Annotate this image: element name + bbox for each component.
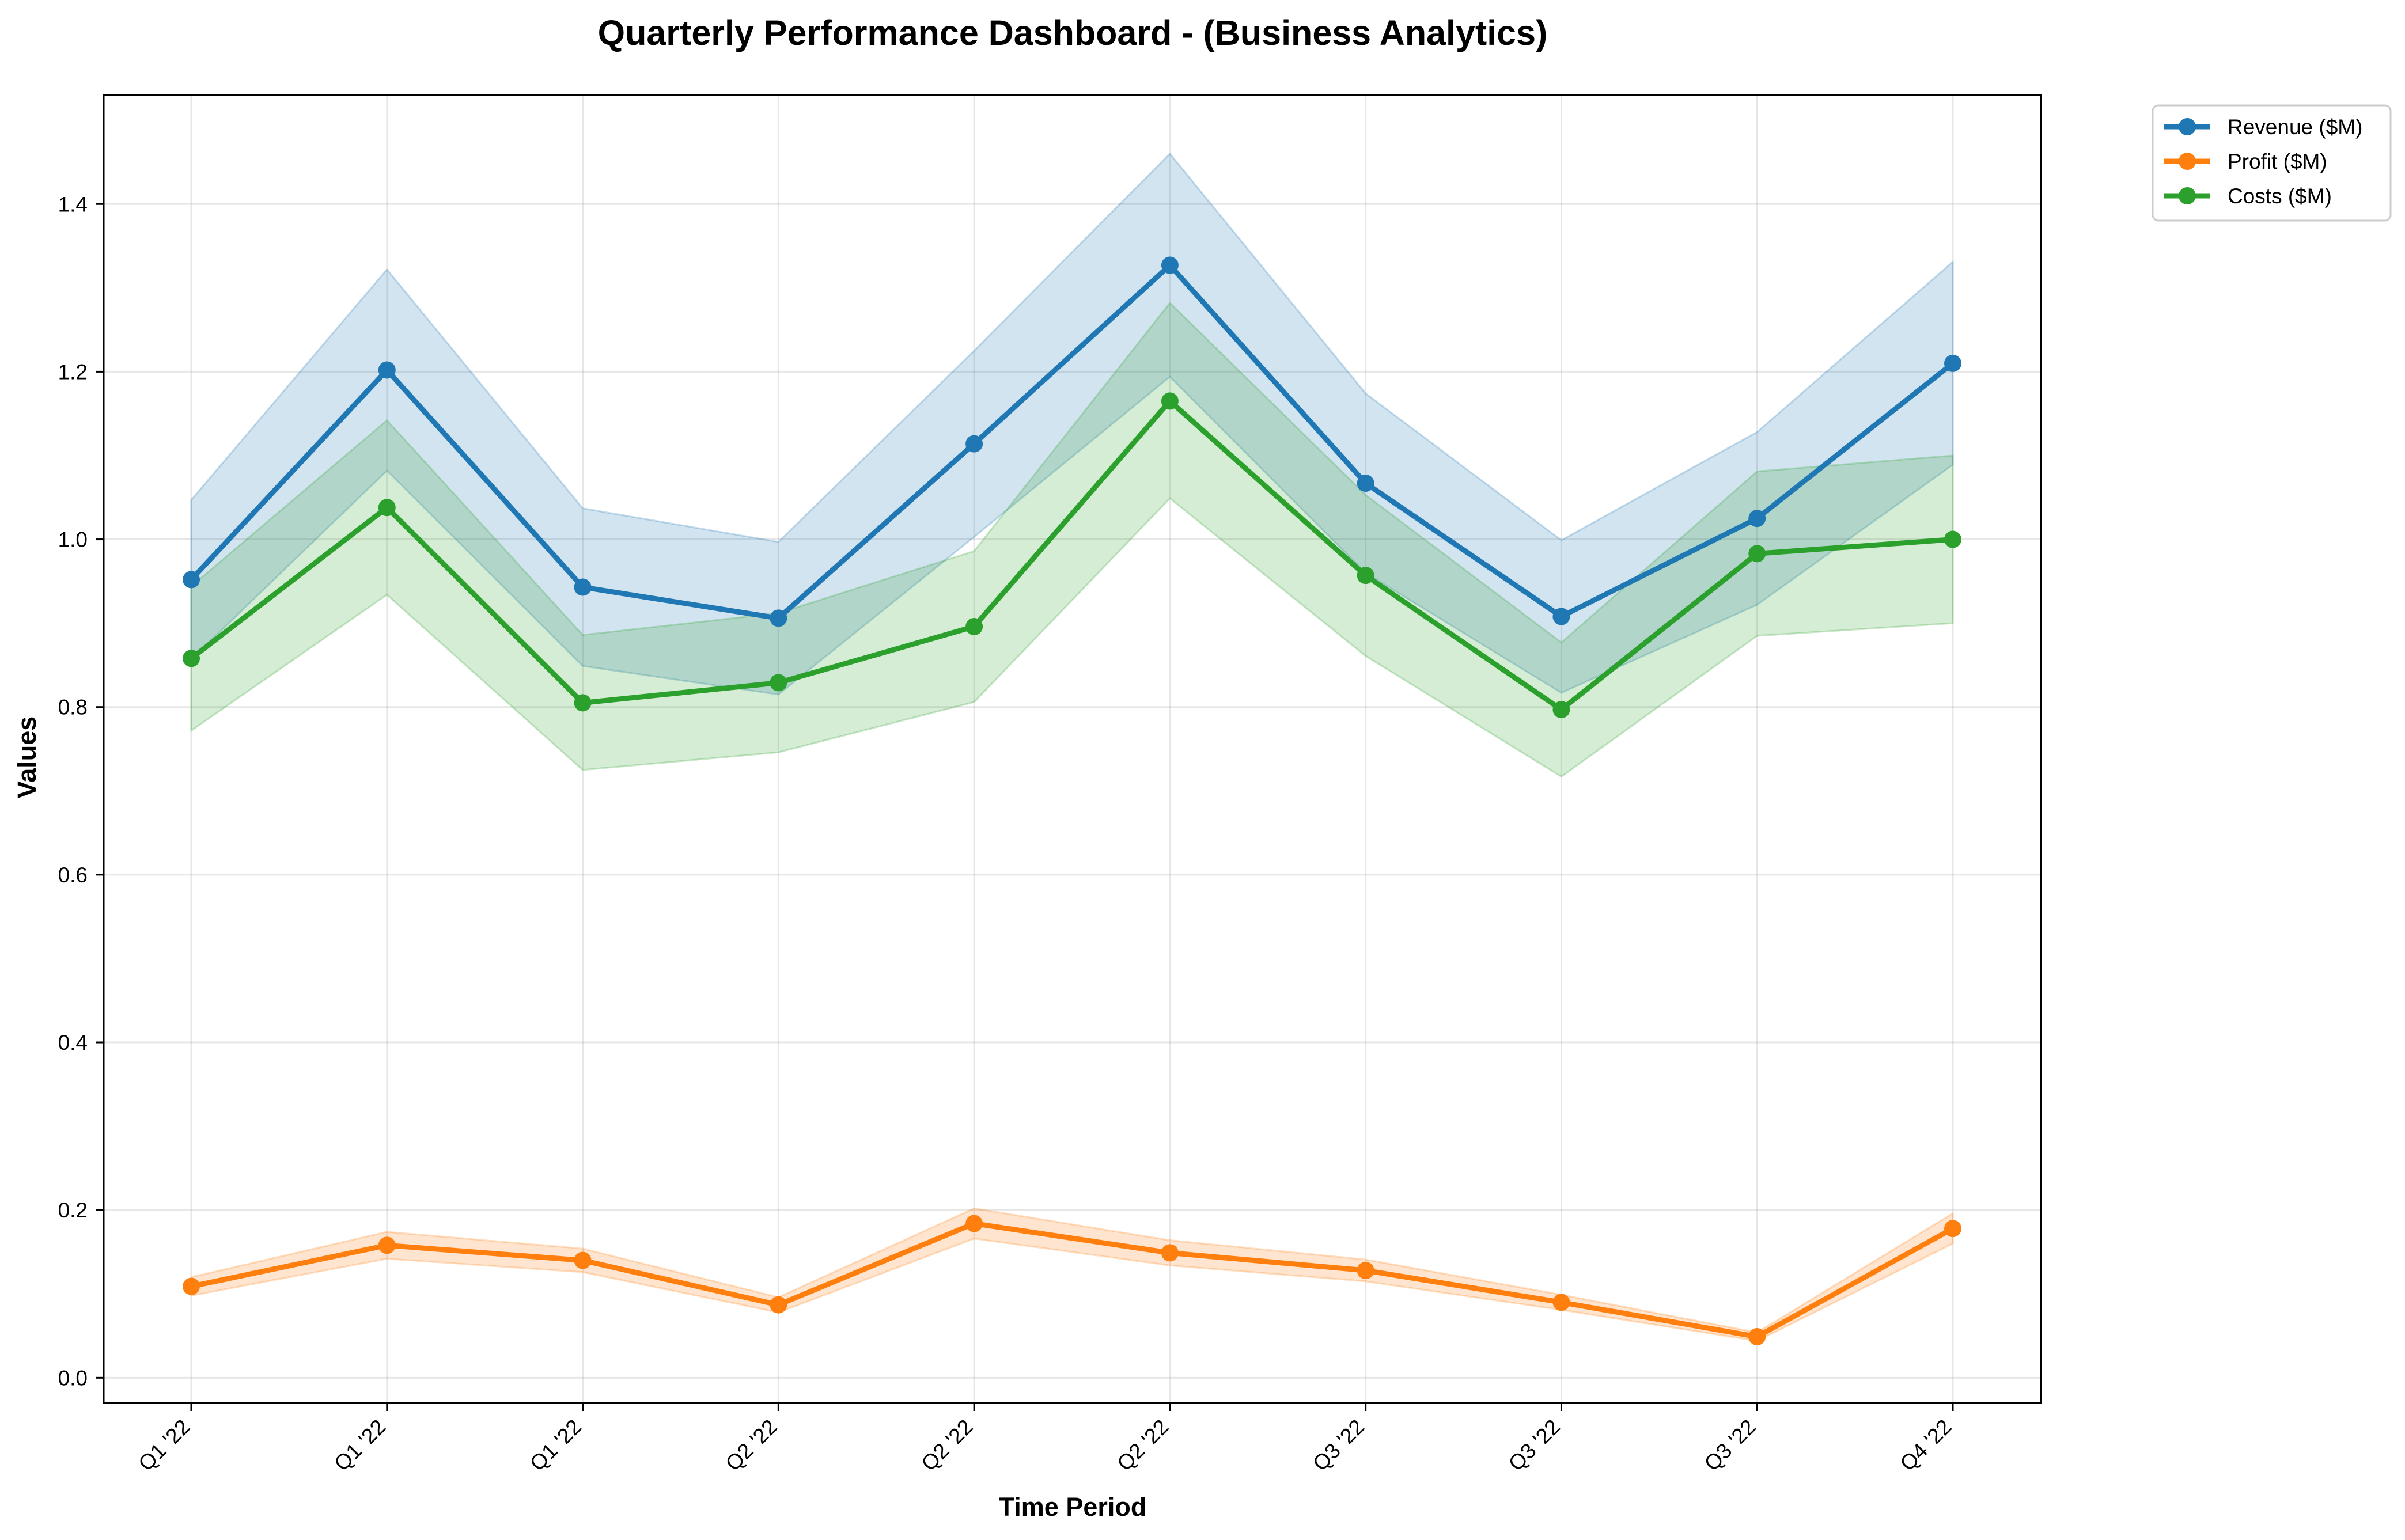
profit-m-point [965, 1215, 983, 1232]
revenue-m-point [1357, 475, 1374, 492]
revenue-m-point [378, 361, 396, 379]
profit-m-point [378, 1236, 396, 1254]
revenue-m-band [190, 152, 1954, 696]
series-lines [188, 263, 1956, 1340]
revenue-m-point [770, 609, 787, 627]
y-tick-label: 0.6 [58, 863, 88, 887]
y-axis-ticks: 0.0 0.2 0.4 0.6 0.8 1.0 1.2 1.4 [58, 192, 104, 1390]
profit-m-point [183, 1277, 200, 1295]
y-tick-label: 1.2 [58, 360, 88, 384]
y-tick-label: 0.8 [58, 696, 88, 719]
profit-m-line [188, 1220, 1956, 1340]
revenue-m-point [1748, 510, 1766, 528]
costs-m-point [1748, 545, 1766, 563]
confidence-bands [190, 152, 1954, 1342]
costs-m-point [183, 650, 200, 667]
costs-m-point [1552, 701, 1570, 719]
legend-swatch-marker [2179, 118, 2196, 135]
profit-m-point [574, 1251, 592, 1269]
costs-m-point [378, 499, 396, 517]
revenue-m-line [188, 263, 1956, 621]
legend-item-costs-m: Costs ($M) [2164, 184, 2332, 208]
costs-m-band [190, 301, 1954, 778]
y-tick-label: 0.0 [58, 1366, 88, 1390]
profit-m-point [1357, 1261, 1374, 1279]
legend-swatch-marker [2179, 187, 2196, 204]
costs-m-point [574, 694, 592, 712]
legend-item-profit-m: Profit ($M) [2164, 150, 2327, 173]
legend-box [2152, 104, 2392, 222]
profit-m-point [770, 1296, 787, 1314]
profit-m-point [1748, 1327, 1766, 1345]
y-tick-label: 0.2 [58, 1198, 88, 1222]
revenue-m-point [1161, 256, 1179, 274]
legend-swatch-marker [2179, 153, 2196, 170]
legend-label: Costs ($M) [2228, 184, 2332, 208]
costs-m-point [1357, 567, 1374, 585]
profit-m-point [1552, 1294, 1570, 1311]
revenue-m-point [965, 435, 983, 453]
costs-m-point [770, 674, 787, 692]
plot-area-frame [103, 94, 2042, 1404]
profit-m-point [1161, 1244, 1179, 1262]
y-tick-label: 1.4 [58, 192, 88, 216]
costs-m-point [965, 617, 983, 635]
y-tick-label: 1.0 [58, 528, 88, 552]
series-points [183, 256, 1961, 1345]
y-tick-label: 0.4 [58, 1031, 88, 1055]
chart-title: Quarterly Performance Dashboard - (Busin… [598, 13, 1548, 52]
revenue-m-point [1552, 608, 1570, 625]
costs-m-point [1944, 530, 1961, 548]
costs-m-line [188, 398, 1956, 712]
legend-item-revenue-m: Revenue ($M) [2164, 115, 2362, 139]
costs-m-point [1161, 392, 1179, 410]
revenue-m-point [1944, 354, 1961, 372]
revenue-m-point [183, 571, 200, 589]
legend: Revenue ($M) Profit ($M) Costs ($M) [2152, 104, 2392, 222]
x-axis-label: Time Period [999, 1492, 1147, 1522]
grid-layer [104, 95, 2041, 1403]
legend-label: Revenue ($M) [2228, 115, 2362, 139]
legend-label: Profit ($M) [2228, 150, 2327, 173]
y-axis-label: Values [12, 716, 41, 799]
revenue-m-point [574, 578, 592, 596]
profit-m-point [1944, 1220, 1961, 1238]
